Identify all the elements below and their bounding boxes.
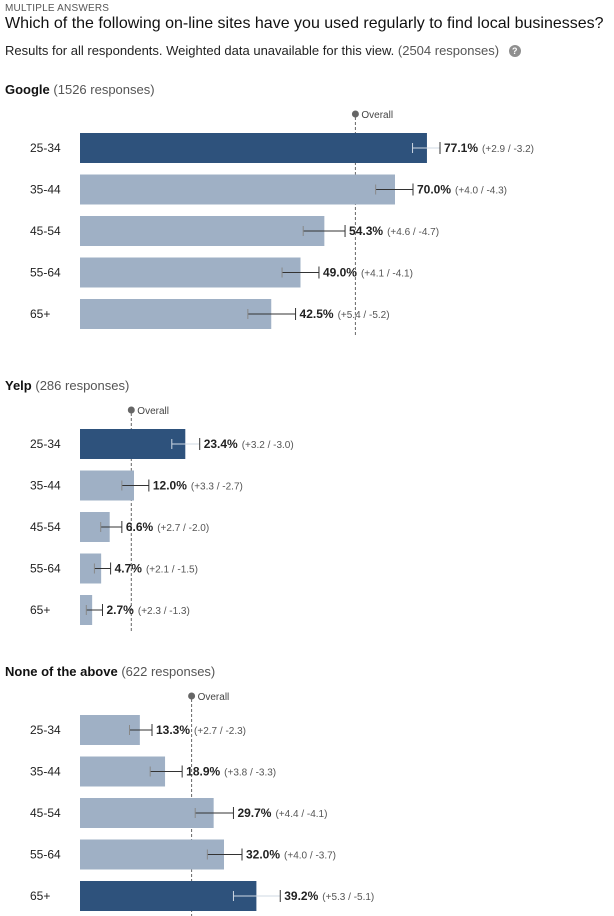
percent-label: 42.5% (300, 307, 334, 321)
margin-of-error-label: (+4.4 / -4.1) (275, 809, 327, 820)
group-responses: (1526 responses) (53, 82, 155, 97)
margin-of-error-label: (+4.1 / -4.1) (361, 269, 413, 280)
group-title-google: Google (1526 responses) (5, 82, 155, 97)
percent-label: 13.3% (156, 723, 190, 737)
category-label: 35-44 (30, 765, 61, 779)
bar (80, 257, 301, 288)
percent-label: 29.7% (237, 806, 271, 820)
value-label-group: 77.1% (+2.9 / -3.2) (444, 141, 534, 155)
percent-label: 23.4% (204, 437, 238, 451)
percent-label: 18.9% (186, 765, 220, 779)
margin-of-error-label: (+3.2 / -3.0) (242, 440, 294, 451)
category-label: 65+ (30, 889, 50, 903)
percent-label: 6.6% (126, 520, 154, 534)
category-label: 35-44 (30, 183, 61, 197)
yelp-chart: Overall 25-34 23.4% (+3.2 / -3.0) 35-44 12.0%… (30, 406, 294, 631)
value-label-group: 6.6% (+2.7 / -2.0) (126, 520, 209, 534)
value-label-group: 2.7% (+2.3 / -1.3) (107, 603, 190, 617)
margin-of-error-label: (+5.3 / -5.1) (322, 892, 374, 903)
value-label-group: 39.2% (+5.3 / -5.1) (284, 889, 374, 903)
bar (80, 429, 186, 459)
margin-of-error-label: (+3.8 / -3.3) (224, 768, 276, 779)
percent-label: 4.7% (115, 562, 143, 576)
overall-marker (188, 692, 196, 700)
group-name: None of the above (5, 664, 118, 679)
bar (80, 299, 272, 329)
margin-of-error-label: (+2.1 / -1.5) (146, 565, 198, 576)
percent-label: 32.0% (246, 848, 280, 862)
bar (80, 553, 102, 584)
overall-marker (127, 406, 135, 414)
margin-of-error-label: (+4.6 / -4.7) (387, 227, 439, 238)
margin-of-error-label: (+4.0 / -4.3) (455, 186, 507, 197)
percent-label: 2.7% (107, 603, 135, 617)
percent-label: 39.2% (284, 889, 318, 903)
percent-label: 12.0% (153, 479, 187, 493)
percent-label: 49.0% (323, 266, 357, 280)
value-label-group: 18.9% (+3.8 / -3.3) (186, 765, 276, 779)
percent-label: 77.1% (444, 141, 478, 155)
overall-marker (351, 110, 359, 118)
category-label: 45-54 (30, 520, 61, 534)
margin-of-error-label: (+5.4 / -5.2) (338, 310, 390, 321)
category-label: 55-64 (30, 562, 61, 576)
group-responses: (286 responses) (35, 378, 130, 393)
value-label-group: 12.0% (+3.3 / -2.7) (153, 479, 243, 493)
margin-of-error-label: (+3.3 / -2.7) (191, 482, 243, 493)
bar (80, 133, 427, 163)
group-name: Google (5, 82, 50, 97)
bar (80, 174, 395, 205)
category-label: 65+ (30, 603, 50, 617)
margin-of-error-label: (+2.7 / -2.0) (157, 523, 209, 534)
question-type: MULTIPLE ANSWERS (5, 3, 110, 14)
margin-of-error-label: (+2.7 / -2.3) (194, 726, 246, 737)
overall-label: Overall (137, 406, 169, 417)
group-title-yelp: Yelp (286 responses) (5, 378, 129, 393)
category-label: 45-54 (30, 806, 61, 820)
results-subtitle: Results for all respondents. Weighted da… (5, 43, 521, 58)
value-label-group: 49.0% (+4.1 / -4.1) (323, 266, 413, 280)
category-label: 55-64 (30, 266, 61, 280)
subtitle-text: Results for all respondents. Weighted da… (5, 43, 395, 58)
value-label-group: 4.7% (+2.1 / -1.5) (115, 562, 198, 576)
question-title: Which of the following on-line sites hav… (5, 15, 604, 32)
value-label-group: 54.3% (+4.6 / -4.7) (349, 224, 439, 238)
category-label: 35-44 (30, 479, 61, 493)
bar (80, 216, 325, 246)
value-label-group: 29.7% (+4.4 / -4.1) (237, 806, 327, 820)
bar (80, 798, 214, 828)
value-label-group: 32.0% (+4.0 / -3.7) (246, 848, 336, 862)
overall-label: Overall (361, 110, 393, 121)
category-label: 45-54 (30, 224, 61, 238)
total-responses: (2504 responses) (397, 43, 500, 58)
margin-of-error-label: (+4.0 / -3.7) (284, 851, 336, 862)
help-icon[interactable]: ? (508, 45, 521, 57)
category-label: 25-34 (30, 141, 61, 155)
category-label: 25-34 (30, 437, 61, 451)
percent-label: 54.3% (349, 224, 383, 238)
category-label: 65+ (30, 307, 50, 321)
google-chart: Overall 25-34 77.1% (+2.9 / -3.2) 35-44 70.0%… (30, 110, 534, 335)
margin-of-error-label: (+2.3 / -1.3) (138, 606, 190, 617)
value-label-group: 23.4% (+3.2 / -3.0) (204, 437, 294, 451)
bar (80, 839, 224, 870)
value-label-group: 13.3% (+2.7 / -2.3) (156, 723, 246, 737)
percent-label: 70.0% (417, 183, 451, 197)
group-title-none: None of the above (622 responses) (5, 664, 215, 679)
group-responses: (622 responses) (121, 664, 216, 679)
none-chart: Overall 25-34 13.3% (+2.7 / -2.3) 35-44 18.9%… (30, 692, 374, 916)
value-label-group: 42.5% (+5.4 / -5.2) (300, 307, 390, 321)
category-label: 25-34 (30, 723, 61, 737)
margin-of-error-label: (+2.9 / -3.2) (482, 144, 534, 155)
bar (80, 881, 257, 911)
value-label-group: 70.0% (+4.0 / -4.3) (417, 183, 507, 197)
category-label: 55-64 (30, 848, 61, 862)
group-name: Yelp (5, 378, 32, 393)
overall-label: Overall (198, 692, 230, 703)
